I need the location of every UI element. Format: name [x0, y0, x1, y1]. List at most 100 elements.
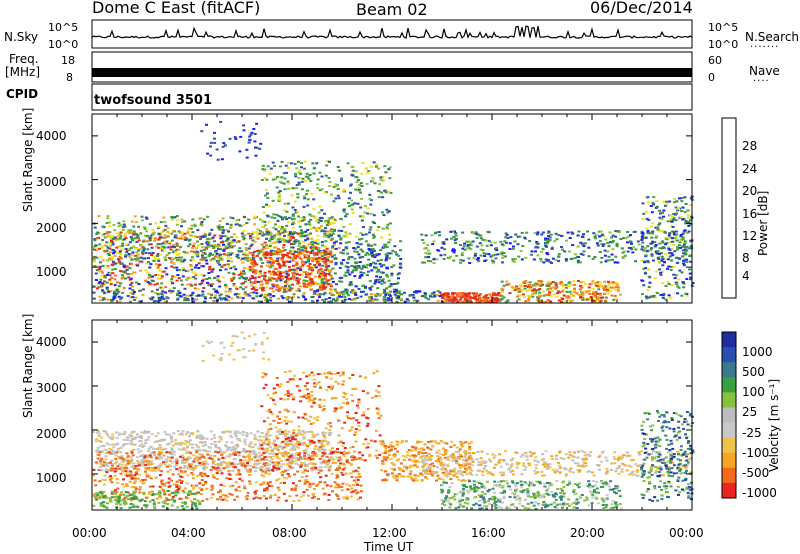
power-pixel: [434, 231, 438, 234]
power-pixel: [194, 253, 197, 256]
power-pixel: [102, 274, 106, 277]
power-pixel: [326, 233, 330, 236]
power-pixel: [392, 264, 396, 267]
power-pixel: [122, 238, 126, 241]
power-pixel: [224, 283, 227, 286]
power-pixel: [189, 294, 193, 297]
nsearch-bottom-tick: 10^0: [708, 38, 739, 51]
velocity-pixel: [268, 434, 272, 437]
power-pixel: [220, 256, 224, 259]
power-pixel: [547, 230, 551, 233]
power-pixel: [294, 175, 298, 178]
power-pixel: [258, 232, 262, 235]
power-pixel: [637, 243, 641, 246]
velocity-pixel: [225, 441, 229, 444]
power-pixel: [667, 246, 670, 249]
velocity-pixel: [294, 457, 298, 459]
power-pixel: [475, 236, 479, 239]
power-pixel: [436, 249, 440, 251]
power-pixel: [248, 257, 252, 260]
velocity-pixel: [157, 446, 161, 449]
power-pixel: [290, 194, 294, 197]
power-pixel: [148, 252, 152, 255]
power-pixel: [549, 282, 553, 285]
velocity-pixel: [106, 434, 110, 437]
power-pixel: [463, 248, 467, 251]
power-pixel: [451, 293, 455, 296]
power-pixel: [413, 291, 417, 293]
power-pixel: [591, 258, 595, 260]
power-pixel: [371, 180, 375, 183]
power-pixel: [376, 259, 380, 262]
power-pixel: [394, 251, 398, 254]
power-pixel: [369, 288, 373, 291]
power-pixel: [319, 267, 323, 270]
power-pixel: [299, 246, 303, 249]
power-pixel: [112, 224, 116, 226]
power-pixel: [653, 245, 657, 248]
velocity-pixel: [253, 443, 257, 446]
power-pixel: [455, 254, 459, 257]
power-pixel: [194, 283, 197, 286]
power-pixel: [432, 258, 436, 261]
power-pixel: [591, 287, 595, 290]
velocity-pixel: [172, 465, 176, 468]
power-pixel: [367, 170, 371, 173]
power-pixel: [329, 288, 332, 291]
power-pixel: [296, 240, 300, 243]
power-pixel: [368, 296, 372, 299]
power-pixel: [302, 271, 306, 273]
power-pixel: [206, 243, 210, 246]
velocity-pixel: [107, 443, 111, 446]
power-pixel: [255, 292, 259, 295]
power-pixel: [118, 245, 122, 248]
power-pixel: [318, 263, 321, 266]
power-pixel: [287, 234, 291, 237]
power-pixel: [336, 194, 340, 197]
power-pixel: [532, 258, 536, 261]
power-pixel: [542, 261, 546, 264]
power-pixel: [274, 223, 277, 226]
power-pixel: [572, 290, 575, 293]
power-pixel: [610, 294, 614, 297]
power-pixel: [150, 254, 153, 256]
power-pixel: [634, 260, 637, 263]
power-pixel: [596, 296, 600, 299]
velocity-pixel: [199, 449, 203, 452]
power-pixel: [121, 242, 125, 245]
power-pixel: [244, 258, 248, 261]
power-pixel: [351, 291, 355, 294]
velocity-pixel: [167, 485, 171, 488]
velocity-pixel: [284, 435, 288, 438]
power-ytick-4000: 4000: [36, 129, 67, 143]
power-pixel: [115, 246, 119, 249]
velocity-pixel: [145, 438, 149, 441]
power-pixel: [661, 264, 665, 267]
velocity-pixel: [114, 454, 118, 457]
power-pixel: [278, 264, 282, 267]
power-pixel: [200, 243, 204, 245]
power-pixel: [182, 293, 186, 296]
power-pixel: [460, 251, 464, 254]
power-pixel: [686, 216, 690, 219]
power-pixel: [154, 300, 158, 303]
power-pixel: [606, 241, 610, 244]
power-pixel: [316, 178, 320, 181]
power-pixel: [152, 255, 156, 258]
power-pixel: [177, 290, 181, 292]
power-pixel: [299, 249, 303, 252]
power-pixel: [193, 223, 197, 226]
power-pixel: [170, 239, 174, 242]
power-pixel: [583, 242, 587, 245]
power-pixel: [491, 254, 495, 257]
power-pixel: [324, 250, 328, 253]
power-pixel: [218, 254, 222, 257]
power-pixel: [367, 253, 371, 256]
velocity-pixel: [147, 435, 151, 438]
power-pixel: [193, 266, 197, 269]
velocity-pixel: [299, 495, 303, 498]
power-pixel: [288, 256, 292, 259]
power-pixel: [206, 281, 209, 284]
velocity-pixel: [289, 457, 293, 460]
power-pixel: [163, 220, 167, 223]
